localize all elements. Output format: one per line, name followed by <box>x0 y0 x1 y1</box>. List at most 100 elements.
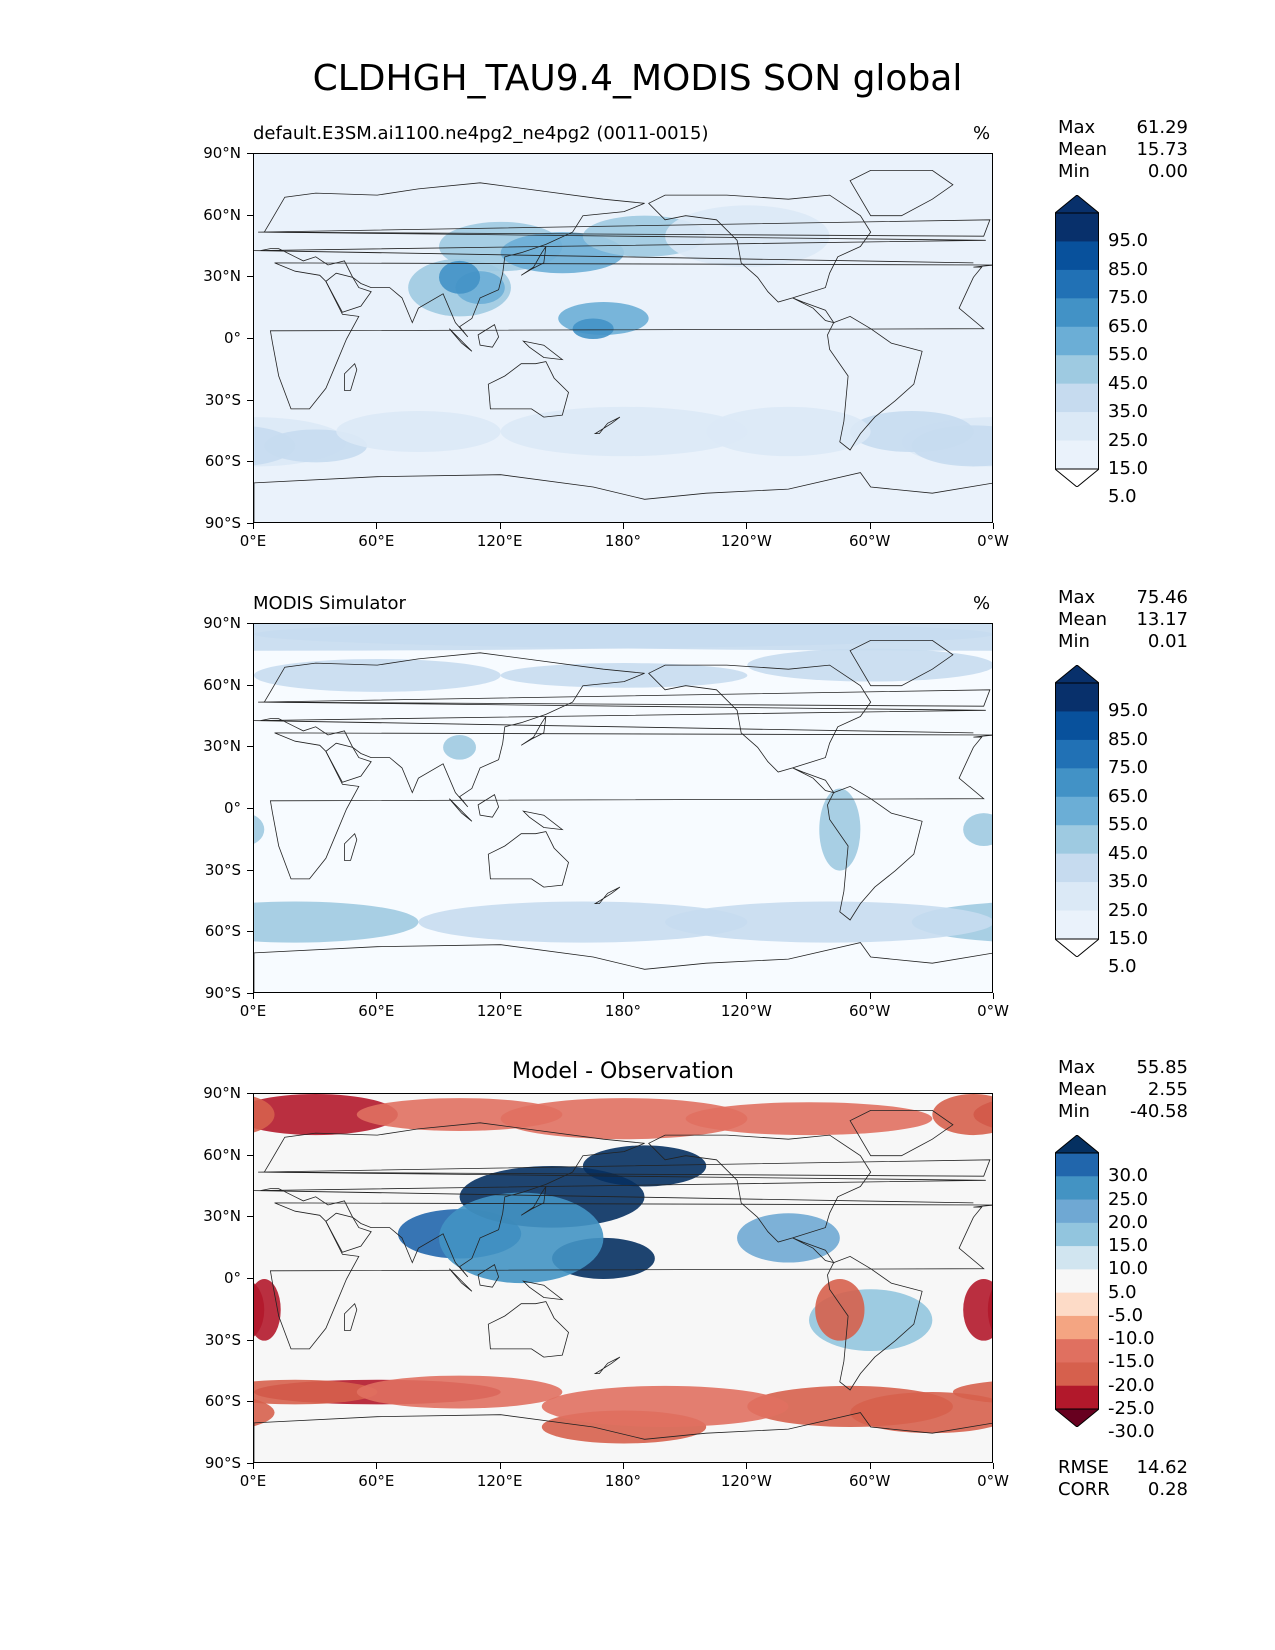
tick-mark <box>746 993 748 999</box>
lat-tick-label: 60°N <box>203 1145 241 1164</box>
coastline <box>520 1186 547 1216</box>
coastline <box>254 942 992 992</box>
stat-label: RMSE <box>1058 1457 1109 1478</box>
tick-mark <box>746 523 748 529</box>
field-contour <box>541 1385 789 1427</box>
field-contour <box>500 663 748 688</box>
field-contour <box>850 1392 992 1434</box>
colorbar-tick-label: 75.0 <box>1108 287 1149 309</box>
field-contour <box>336 410 501 453</box>
colorbar-tick-label: -30.0 <box>1108 1421 1155 1443</box>
coastline <box>344 1302 358 1331</box>
colorbar-segment <box>1055 326 1099 356</box>
coastline <box>522 810 564 831</box>
coastline <box>849 639 954 687</box>
colorbar-tick-label: 5.0 <box>1108 486 1137 508</box>
stat-label: Max <box>1058 117 1096 138</box>
coastline <box>849 1109 954 1157</box>
field-contour <box>254 1379 378 1405</box>
colorbar-segment <box>1055 1315 1099 1340</box>
coastline <box>477 793 500 818</box>
coastline <box>827 315 923 451</box>
tick-mark <box>247 869 253 871</box>
lon-tick-label: 0°W <box>977 532 1009 550</box>
field-contour <box>815 1279 865 1341</box>
colorbar-segment <box>1055 1385 1099 1410</box>
colorbar-tick-label: 95.0 <box>1108 700 1149 722</box>
colorbar-segment <box>1055 1176 1099 1201</box>
stat-row: Mean 15.73 <box>1058 139 1188 161</box>
lon-tick-label: 60°W <box>848 532 891 550</box>
colorbar-tick-label: 45.0 <box>1108 372 1149 394</box>
lon-tick-label: 0°E <box>239 1472 267 1490</box>
colorbar-segment <box>1055 298 1099 328</box>
colorbar-tick-label: 15.0 <box>1108 928 1149 949</box>
field-contour <box>932 1094 992 1136</box>
colorbar-tick-label: 25.0 <box>1108 429 1149 451</box>
lat-tick-label: 90°N <box>203 614 241 632</box>
field-contour <box>665 205 830 268</box>
colorbar-segment <box>1055 355 1099 385</box>
lat-tick-label: 90°N <box>203 144 241 162</box>
colorbar-extend-bottom <box>1055 1408 1099 1427</box>
coastline <box>325 272 372 313</box>
figure-title: CLDHGH_TAU9.4_MODIS SON global <box>312 58 963 99</box>
colorbar-segment <box>1055 269 1099 299</box>
lat-tick-label: 30°S <box>204 1330 241 1349</box>
stat-value: 0.00 <box>1147 161 1188 182</box>
field-contour <box>443 735 476 760</box>
tick-mark <box>247 746 253 748</box>
lat-tick-label: 60°S <box>204 452 241 471</box>
tick-mark <box>247 1278 253 1279</box>
lat-tick-label: 60°N <box>203 675 241 694</box>
tick-mark <box>247 808 253 809</box>
tick-mark <box>993 523 994 529</box>
lat-tick-label: 0° <box>223 799 241 817</box>
tick-mark <box>247 338 253 339</box>
stat-label: Max <box>1058 587 1096 608</box>
coastline <box>477 1263 500 1288</box>
field-contour <box>356 1375 563 1409</box>
field-contour <box>254 1094 398 1136</box>
colorbar-extend-bottom <box>1055 938 1099 957</box>
field-contour <box>439 260 481 294</box>
colorbar-tick-label: 85.0 <box>1108 258 1149 280</box>
coastline <box>648 194 872 303</box>
panel-title: default.E3SM.ai1100.ne4pg2_ne4pg2 (0011-… <box>253 123 709 144</box>
colorbar-extend-top <box>1055 665 1099 684</box>
lat-tick-label: 30°N <box>203 1207 241 1226</box>
field-contour <box>963 1279 992 1341</box>
coastline <box>487 831 569 888</box>
stat-row: CORR 0.28 <box>1058 1479 1188 1501</box>
field-contour <box>572 318 614 339</box>
lat-tick-label: 0° <box>223 329 241 347</box>
lon-tick-label: 0°W <box>977 1002 1009 1020</box>
tick-mark <box>247 931 253 933</box>
lon-tick-label: 0°E <box>239 532 267 550</box>
map-panel <box>253 623 993 993</box>
coastline <box>593 1356 621 1375</box>
coastline <box>648 1134 872 1243</box>
map-panel <box>253 1093 993 1463</box>
lat-tick-label: 30°S <box>204 860 241 879</box>
colorbar-tick-label: 35.0 <box>1108 401 1149 423</box>
field-contour <box>500 1098 748 1140</box>
lat-tick-label: 60°S <box>204 1392 241 1411</box>
stat-row: Min 0.00 <box>1058 161 1188 183</box>
lon-tick-label: 120°E <box>476 1002 523 1020</box>
coastline <box>254 1122 986 1278</box>
lon-tick-label: 60°E <box>358 1472 395 1490</box>
coastline <box>827 785 923 921</box>
field-contour <box>254 815 265 844</box>
colorbar-tick-label: 5.0 <box>1108 1281 1137 1303</box>
coastline <box>254 182 986 338</box>
lat-tick-label: 0° <box>223 1269 241 1287</box>
tick-mark <box>376 523 378 529</box>
field-contour <box>987 1289 992 1331</box>
tick-mark <box>253 1463 254 1469</box>
map-svg <box>254 1094 992 1462</box>
error-stats-box: RMSE 14.62 CORR 0.28 <box>1058 1457 1188 1501</box>
coastline <box>269 732 992 880</box>
coastline <box>522 1280 564 1301</box>
stat-value: 0.28 <box>1147 1479 1188 1500</box>
